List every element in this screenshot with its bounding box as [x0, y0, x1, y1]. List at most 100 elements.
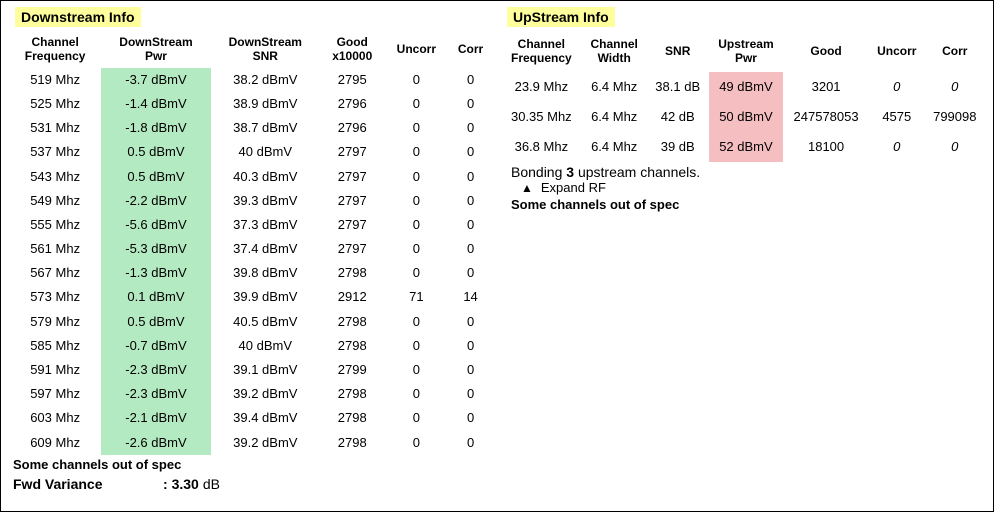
ds-uncorr: 71: [385, 285, 449, 309]
ds-good: 2798: [320, 431, 385, 455]
ds-corr: 0: [448, 68, 493, 92]
ds-corr: 0: [448, 165, 493, 189]
ds-freq: 549 Mhz: [9, 189, 101, 213]
fwd-variance-value: 3.30: [172, 476, 199, 492]
ds-good: 2912: [320, 285, 385, 309]
ds-snr: 40.3 dBmV: [211, 165, 320, 189]
ds-snr: 39.2 dBmV: [211, 382, 320, 406]
table-row: 537 Mhz0.5 dBmV40 dBmV279700: [9, 140, 493, 164]
expand-rf-control[interactable]: ▲ Expand RF: [501, 180, 985, 195]
table-row: 36.8 Mhz6.4 Mhz39 dB52 dBmV1810000: [501, 132, 985, 162]
ds-uncorr: 0: [385, 358, 449, 382]
col-up-uncorr: Uncorr: [869, 31, 925, 72]
us-good: 247578053: [783, 102, 869, 132]
expand-icon: ▲: [521, 181, 533, 195]
upstream-panel: UpStream Info ChannelFrequency ChannelWi…: [501, 7, 985, 492]
ds-uncorr: 0: [385, 261, 449, 285]
ds-pwr: 0.5 dBmV: [101, 165, 210, 189]
ds-snr: 39.2 dBmV: [211, 431, 320, 455]
ds-corr: 0: [448, 310, 493, 334]
ds-uncorr: 0: [385, 213, 449, 237]
ds-pwr: -5.6 dBmV: [101, 213, 210, 237]
ds-freq: 531 Mhz: [9, 116, 101, 140]
ds-pwr: -0.7 dBmV: [101, 334, 210, 358]
ds-uncorr: 0: [385, 165, 449, 189]
table-row: 603 Mhz-2.1 dBmV39.4 dBmV279800: [9, 406, 493, 430]
ds-snr: 37.4 dBmV: [211, 237, 320, 261]
ds-snr: 39.3 dBmV: [211, 189, 320, 213]
table-row: 23.9 Mhz6.4 Mhz38.1 dB49 dBmV320100: [501, 72, 985, 102]
ds-corr: 0: [448, 92, 493, 116]
ds-good: 2797: [320, 237, 385, 261]
ds-good: 2796: [320, 92, 385, 116]
ds-corr: 0: [448, 406, 493, 430]
expand-rf-label: Expand RF: [541, 180, 606, 195]
ds-uncorr: 0: [385, 310, 449, 334]
ds-pwr: 0.5 dBmV: [101, 140, 210, 164]
ds-good: 2798: [320, 261, 385, 285]
upstream-spec-note: Some channels out of spec: [501, 197, 985, 212]
table-row: 573 Mhz0.1 dBmV39.9 dBmV29127114: [9, 285, 493, 309]
upstream-title: UpStream Info: [507, 7, 615, 27]
ds-corr: 14: [448, 285, 493, 309]
ds-corr: 0: [448, 261, 493, 285]
ds-pwr: 0.5 dBmV: [101, 310, 210, 334]
ds-corr: 0: [448, 382, 493, 406]
us-snr: 38.1 dB: [647, 72, 709, 102]
us-good: 3201: [783, 72, 869, 102]
us-corr: 799098: [925, 102, 985, 132]
us-width: 6.4 Mhz: [582, 102, 647, 132]
ds-freq: 579 Mhz: [9, 310, 101, 334]
ds-corr: 0: [448, 237, 493, 261]
ds-good: 2798: [320, 310, 385, 334]
ds-freq: 573 Mhz: [9, 285, 101, 309]
table-row: 519 Mhz-3.7 dBmV38.2 dBmV279500: [9, 68, 493, 92]
col-up-snr: SNR: [647, 31, 709, 72]
us-snr: 42 dB: [647, 102, 709, 132]
ds-pwr: -1.4 dBmV: [101, 92, 210, 116]
ds-snr: 38.9 dBmV: [211, 92, 320, 116]
ds-good: 2798: [320, 406, 385, 430]
ds-uncorr: 0: [385, 68, 449, 92]
ds-snr: 39.9 dBmV: [211, 285, 320, 309]
ds-corr: 0: [448, 213, 493, 237]
ds-snr: 38.7 dBmV: [211, 116, 320, 140]
table-row: 543 Mhz0.5 dBmV40.3 dBmV279700: [9, 165, 493, 189]
ds-pwr: -1.3 dBmV: [101, 261, 210, 285]
table-row: 579 Mhz0.5 dBmV40.5 dBmV279800: [9, 310, 493, 334]
ds-freq: 597 Mhz: [9, 382, 101, 406]
table-row: 609 Mhz-2.6 dBmV39.2 dBmV279800: [9, 431, 493, 455]
ds-freq: 537 Mhz: [9, 140, 101, 164]
ds-freq: 525 Mhz: [9, 92, 101, 116]
table-row: 561 Mhz-5.3 dBmV37.4 dBmV279700: [9, 237, 493, 261]
us-corr: 0: [925, 132, 985, 162]
ds-uncorr: 0: [385, 406, 449, 430]
downstream-title: Downstream Info: [15, 7, 141, 27]
ds-uncorr: 0: [385, 431, 449, 455]
col-uncorr: Uncorr: [385, 31, 449, 68]
downstream-panel: Downstream Info ChannelFrequency DownStr…: [9, 7, 493, 492]
ds-corr: 0: [448, 431, 493, 455]
ds-good: 2796: [320, 116, 385, 140]
col-good: Goodx10000: [320, 31, 385, 68]
ds-snr: 39.8 dBmV: [211, 261, 320, 285]
ds-pwr: -2.3 dBmV: [101, 382, 210, 406]
ds-snr: 39.1 dBmV: [211, 358, 320, 382]
upstream-table: ChannelFrequency ChannelWidth SNR Upstre…: [501, 31, 985, 162]
ds-uncorr: 0: [385, 116, 449, 140]
ds-freq: 603 Mhz: [9, 406, 101, 430]
downstream-spec-note: Some channels out of spec: [9, 455, 493, 474]
ds-freq: 555 Mhz: [9, 213, 101, 237]
ds-freq: 585 Mhz: [9, 334, 101, 358]
col-up-pwr: UpstreamPwr: [709, 31, 783, 72]
ds-uncorr: 0: [385, 92, 449, 116]
ds-good: 2795: [320, 68, 385, 92]
ds-freq: 609 Mhz: [9, 431, 101, 455]
ds-good: 2798: [320, 334, 385, 358]
ds-snr: 37.3 dBmV: [211, 213, 320, 237]
us-freq: 30.35 Mhz: [501, 102, 582, 132]
ds-pwr: 0.1 dBmV: [101, 285, 210, 309]
ds-pwr: -2.1 dBmV: [101, 406, 210, 430]
ds-pwr: -1.8 dBmV: [101, 116, 210, 140]
bonding-text: Bonding 3 upstream channels.: [501, 164, 985, 180]
